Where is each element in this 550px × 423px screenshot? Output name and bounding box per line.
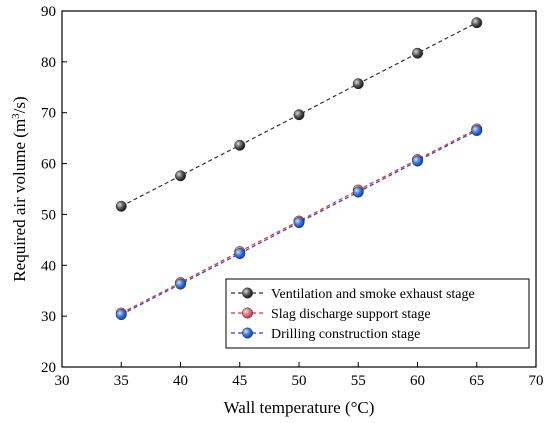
x-tick-label-35: 35: [114, 373, 129, 389]
x-tick-label-45: 45: [232, 373, 247, 389]
series-layer: [115, 17, 483, 321]
x-tick-label-60: 60: [410, 373, 425, 389]
x-tick-label-65: 65: [469, 373, 484, 389]
data-point-0-0: [115, 200, 127, 212]
y-tick-label-60: 60: [41, 157, 56, 173]
y-tick-label-70: 70: [41, 106, 56, 122]
y-axis-title-superscript: 3: [10, 113, 22, 119]
y-axis: 20 30 40 50 60 70 80 90: [41, 4, 67, 376]
x-axis: 30 35 40 45 50 55 60 65 70: [55, 362, 544, 389]
data-point-2-4: [352, 186, 364, 198]
y-tick-label-40: 40: [41, 258, 56, 274]
x-tick-label-30: 30: [55, 373, 70, 389]
x-tick-label-55: 55: [351, 373, 366, 389]
data-point-2-1: [175, 278, 186, 290]
series-2: [115, 125, 483, 321]
y-axis-title-main: Required air volume (m: [10, 119, 29, 282]
legend-item-1: Slag discharge support stage: [231, 307, 431, 322]
legend-item-2: Drilling construction stage: [231, 327, 420, 342]
y-tick-label-90: 90: [41, 4, 56, 20]
data-point-0-6: [471, 17, 483, 29]
data-point-0-1: [175, 170, 186, 182]
legend-marker-1: [242, 307, 253, 319]
legend-item-0: Ventilation and smoke exhaust stage: [231, 287, 475, 302]
data-point-0-2: [234, 139, 246, 151]
data-point-2-0: [115, 309, 127, 321]
data-point-0-5: [412, 47, 423, 59]
data-point-2-5: [412, 155, 423, 167]
x-tick-label-70: 70: [529, 373, 544, 389]
legend-box: [225, 278, 530, 349]
series-0: [115, 17, 483, 212]
legend-label-2: Drilling construction stage: [271, 327, 420, 342]
x-tick-label-40: 40: [173, 373, 188, 389]
y-tick-label-20: 20: [41, 360, 56, 376]
legend-label-0: Ventilation and smoke exhaust stage: [271, 287, 475, 302]
data-point-0-4: [352, 78, 364, 90]
y-axis-title-end: /s): [10, 96, 29, 113]
data-point-2-6: [471, 125, 483, 136]
x-axis-title: Wall temperature (°C): [224, 398, 375, 417]
data-point-2-3: [293, 217, 305, 229]
legend-marker-2: [242, 327, 253, 339]
data-point-0-3: [293, 109, 305, 121]
legend-marker-0: [242, 287, 253, 299]
y-tick-label-80: 80: [41, 55, 56, 71]
data-point-2-2: [234, 248, 246, 260]
x-tick-label-50: 50: [292, 373, 307, 389]
y-axis-title: Required air volume (m3/s): [10, 96, 29, 281]
legend: Ventilation and smoke exhaust stage Slag …: [225, 278, 530, 349]
legend-label-1: Slag discharge support stage: [271, 307, 431, 322]
y-tick-label-50: 50: [41, 207, 56, 223]
y-tick-label-30: 30: [41, 309, 56, 325]
